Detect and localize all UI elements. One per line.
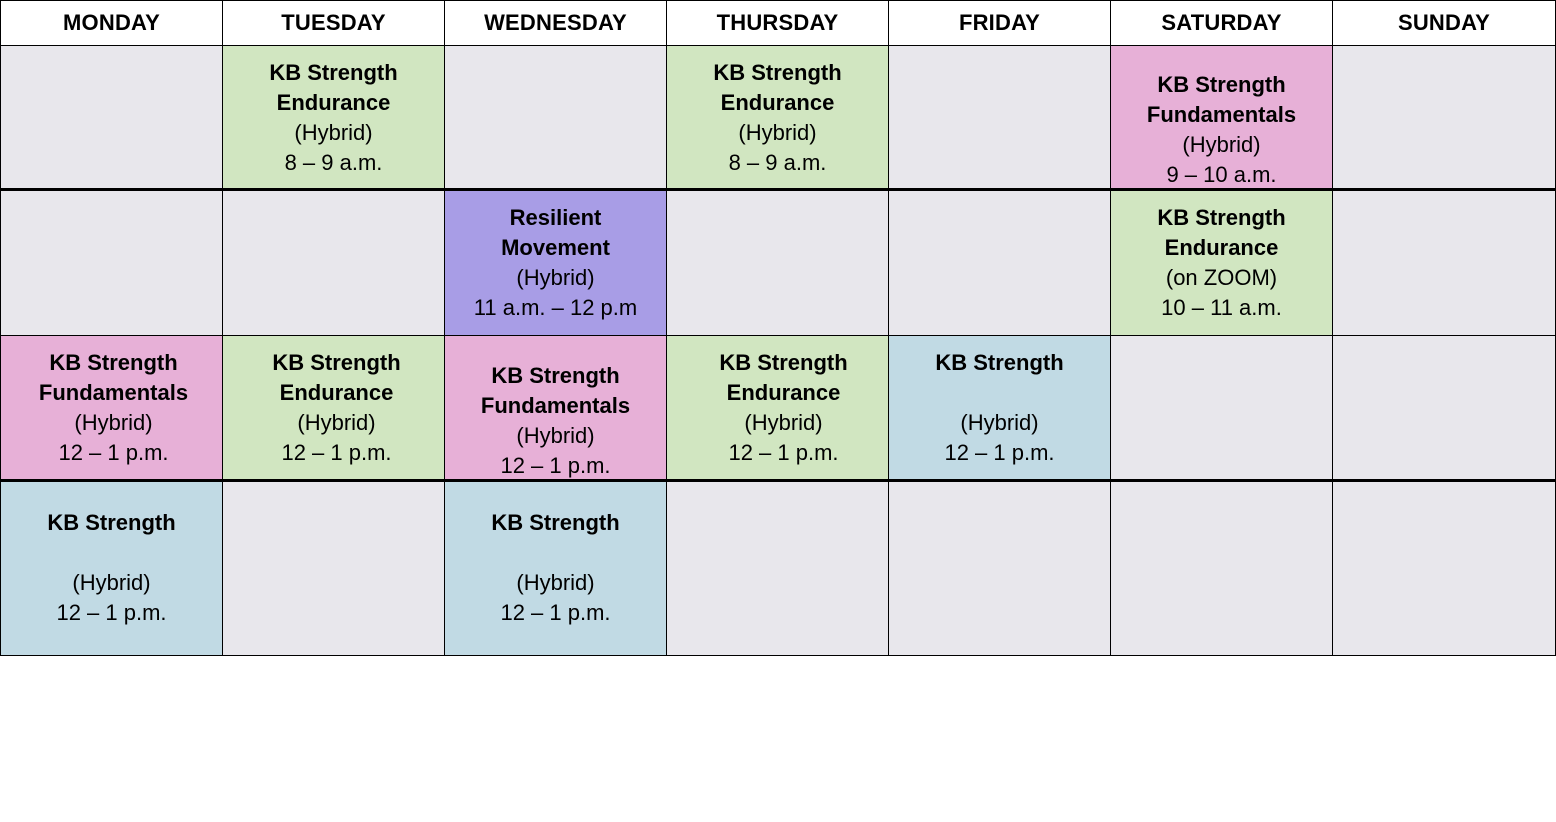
class-time: 8 – 9 a.m. xyxy=(284,149,383,175)
class-block-saturday-kb-strength-endurance: KB Strength Endurance (on ZOOM) 10 – 11 … xyxy=(1110,189,1333,336)
class-title: KB Strength xyxy=(272,350,401,375)
class-time: 12 – 1 p.m. xyxy=(500,453,611,478)
class-time: 12 – 1 p.m. xyxy=(56,600,167,625)
class-mode: (on ZOOM) xyxy=(1165,264,1278,290)
class-block-wednesday-kb-strength: KB Strength (Hybrid) 12 – 1 p.m. xyxy=(444,480,667,656)
class-time: 12 – 1 p.m. xyxy=(944,440,1055,465)
header-monday: MONDAY xyxy=(0,0,223,46)
class-time: 8 – 9 a.m. xyxy=(728,149,827,175)
class-block-wednesday-resilient-movement: Resilient Movement (Hybrid) 11 a.m. – 12… xyxy=(444,189,667,336)
header-sunday: SUNDAY xyxy=(1332,0,1556,46)
empty-slot xyxy=(0,189,223,336)
class-block-monday-kb-strength: KB Strength (Hybrid) 12 – 1 p.m. xyxy=(0,480,223,656)
class-title: Endurance xyxy=(1164,234,1279,260)
empty-slot xyxy=(222,480,445,656)
class-title: KB Strength xyxy=(269,59,398,85)
class-title: KB Strength xyxy=(935,350,1064,375)
empty-slot xyxy=(222,189,445,336)
header-friday: FRIDAY xyxy=(888,0,1111,46)
class-time: 12 – 1 p.m. xyxy=(281,440,392,465)
empty-slot xyxy=(1332,335,1556,481)
header-wednesday: WEDNESDAY xyxy=(444,0,667,46)
empty-slot xyxy=(666,480,889,656)
empty-slot xyxy=(1332,189,1556,336)
header-thursday: THURSDAY xyxy=(666,0,889,46)
class-block-friday-kb-strength: KB Strength (Hybrid) 12 – 1 p.m. xyxy=(888,335,1111,481)
class-mode: (Hybrid) xyxy=(1182,132,1261,157)
class-time: 12 – 1 p.m. xyxy=(58,440,169,465)
class-title: KB Strength xyxy=(1157,204,1286,230)
class-mode: (Hybrid) xyxy=(516,570,595,595)
class-title: Endurance xyxy=(726,380,841,405)
class-time: 12 – 1 p.m. xyxy=(728,440,839,465)
empty-slot xyxy=(1110,480,1333,656)
class-title: KB Strength xyxy=(1157,72,1286,97)
class-block-monday-kb-strength-fundamentals: KB Strength Fundamentals (Hybrid) 12 – 1… xyxy=(0,335,223,481)
class-mode: (Hybrid) xyxy=(960,410,1039,435)
class-title: Endurance xyxy=(720,89,835,115)
empty-slot xyxy=(444,45,667,190)
class-title: KB Strength xyxy=(491,363,620,388)
class-title: Fundamentals xyxy=(38,380,189,405)
class-mode: (Hybrid) xyxy=(516,264,595,290)
weekly-class-schedule: MONDAY TUESDAY WEDNESDAY THURSDAY FRIDAY… xyxy=(0,0,1556,656)
empty-slot xyxy=(1332,480,1556,656)
class-block-wednesday-kb-strength-fundamentals: KB Strength Fundamentals (Hybrid) 12 – 1… xyxy=(444,335,667,483)
class-mode: (Hybrid) xyxy=(74,410,153,435)
row-divider xyxy=(0,479,1556,482)
empty-slot xyxy=(0,45,223,190)
row-divider xyxy=(0,188,1556,191)
class-mode: (Hybrid) xyxy=(294,119,373,145)
empty-slot xyxy=(888,189,1111,336)
class-mode: (Hybrid) xyxy=(738,119,817,145)
header-tuesday: TUESDAY xyxy=(222,0,445,46)
class-title: KB Strength xyxy=(491,510,620,535)
class-title: Movement xyxy=(501,234,610,260)
class-title: KB Strength xyxy=(49,350,178,375)
class-time: 11 a.m. – 12 p.m xyxy=(473,294,638,320)
empty-slot xyxy=(1110,335,1333,481)
empty-slot xyxy=(666,189,889,336)
empty-slot xyxy=(888,480,1111,656)
class-title: KB Strength xyxy=(47,510,176,535)
class-title: KB Strength xyxy=(719,350,848,375)
class-mode: (Hybrid) xyxy=(744,410,823,435)
class-block-thursday-kb-strength-endurance: KB Strength Endurance (Hybrid) 8 – 9 a.m… xyxy=(666,45,889,190)
empty-slot xyxy=(888,45,1111,190)
class-time: 10 – 11 a.m. xyxy=(1161,294,1282,320)
class-mode: (Hybrid) xyxy=(297,410,376,435)
class-mode: (Hybrid) xyxy=(72,570,151,595)
class-block-thursday-kb-strength-endurance: KB Strength Endurance (Hybrid) 12 – 1 p.… xyxy=(666,335,889,481)
class-title: Resilient xyxy=(509,204,602,230)
class-title: Endurance xyxy=(279,380,394,405)
empty-slot xyxy=(1332,45,1556,190)
class-time: 12 – 1 p.m. xyxy=(500,600,611,625)
class-title: Fundamentals xyxy=(1146,102,1297,127)
class-block-saturday-kb-strength-fundamentals: KB Strength Fundamentals (Hybrid) 9 – 10… xyxy=(1110,45,1333,191)
class-block-tuesday-kb-strength-endurance: KB Strength Endurance (Hybrid) 8 – 9 a.m… xyxy=(222,45,445,190)
header-saturday: SATURDAY xyxy=(1110,0,1333,46)
class-title: Fundamentals xyxy=(480,393,631,418)
class-time: 9 – 10 a.m. xyxy=(1166,162,1277,187)
class-title: KB Strength xyxy=(713,59,842,85)
class-title: Endurance xyxy=(276,89,391,115)
class-block-tuesday-kb-strength-endurance: KB Strength Endurance (Hybrid) 12 – 1 p.… xyxy=(222,335,445,481)
class-mode: (Hybrid) xyxy=(516,423,595,448)
